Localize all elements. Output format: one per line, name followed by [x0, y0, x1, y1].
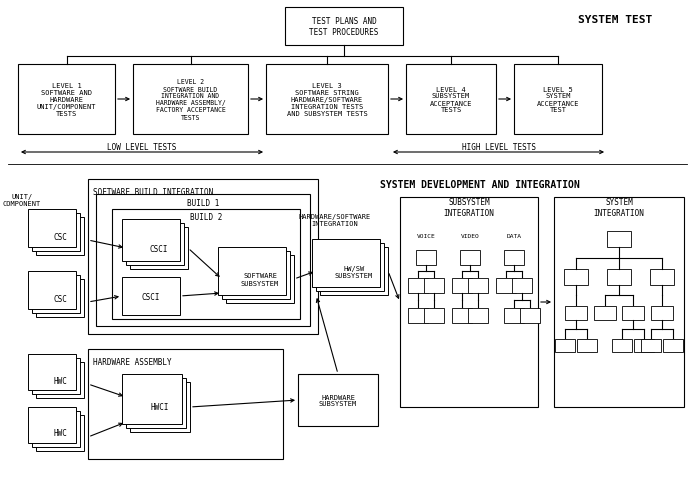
Bar	[18, 65, 115, 135]
Bar	[496, 278, 516, 293]
Bar	[564, 269, 588, 285]
Text: VIDEO: VIDEO	[461, 233, 480, 238]
Bar	[512, 278, 532, 293]
Text: HIGH LEVEL TESTS: HIGH LEVEL TESTS	[462, 142, 536, 151]
Bar	[504, 250, 524, 265]
Text: HWCI: HWCI	[151, 403, 170, 412]
Bar	[514, 65, 602, 135]
Bar	[32, 411, 80, 447]
Bar	[312, 240, 380, 287]
Bar	[222, 251, 290, 299]
Text: HWC: HWC	[53, 376, 67, 385]
Text: CSC: CSC	[53, 232, 67, 241]
Text: HARDWARE ASSEMBLY: HARDWARE ASSEMBLY	[93, 357, 172, 366]
Bar	[28, 407, 76, 443]
Text: HARDWARE
SUBSYSTEM: HARDWARE SUBSYSTEM	[319, 394, 357, 407]
Bar	[122, 278, 180, 315]
Bar	[622, 306, 644, 320]
Bar	[298, 374, 378, 426]
Bar	[520, 308, 540, 323]
Bar	[634, 339, 654, 352]
Text: LEVEL 3
SOFTWARE STRING
HARDWARE/SOFTWARE
INTEGRATION TESTS
AND SUBSYSTEM TESTS: LEVEL 3 SOFTWARE STRING HARDWARE/SOFTWAR…	[286, 83, 368, 117]
Bar	[36, 415, 84, 451]
Text: SYSTEM TEST: SYSTEM TEST	[578, 15, 652, 25]
Bar	[320, 247, 388, 295]
Bar	[650, 269, 674, 285]
Text: UNIT/
COMPONENT: UNIT/ COMPONENT	[3, 193, 41, 206]
Bar	[607, 269, 631, 285]
Bar	[424, 308, 444, 323]
Bar	[130, 227, 188, 269]
Text: BUILD 1: BUILD 1	[187, 198, 219, 207]
Text: SUBSYSTEM
INTEGRATION: SUBSYSTEM INTEGRATION	[443, 198, 494, 217]
Bar	[122, 220, 180, 262]
Bar	[663, 339, 683, 352]
Bar	[416, 250, 436, 265]
Bar	[28, 209, 76, 247]
Bar	[400, 198, 538, 407]
Text: HARDWARE/SOFTWARE
INTEGRATION: HARDWARE/SOFTWARE INTEGRATION	[299, 213, 371, 226]
Bar	[555, 339, 575, 352]
Bar	[36, 218, 84, 256]
Bar	[218, 247, 286, 295]
Text: VOICE: VOICE	[416, 233, 435, 238]
Bar	[112, 209, 300, 319]
Bar	[460, 250, 480, 265]
Bar	[651, 306, 673, 320]
Bar	[88, 180, 318, 334]
Bar	[316, 244, 384, 291]
Bar	[28, 354, 76, 390]
Bar	[452, 308, 472, 323]
Bar	[126, 224, 184, 265]
Text: CSCI: CSCI	[142, 292, 161, 301]
Bar	[130, 382, 190, 432]
Bar	[612, 339, 632, 352]
Text: LOW LEVEL TESTS: LOW LEVEL TESTS	[107, 142, 177, 151]
Text: TEST PLANS AND
TEST PROCEDURES: TEST PLANS AND TEST PROCEDURES	[309, 17, 379, 37]
Bar	[133, 65, 248, 135]
Text: BUILD 2: BUILD 2	[190, 213, 222, 222]
Bar	[594, 306, 616, 320]
Bar	[266, 65, 388, 135]
Bar	[607, 231, 631, 247]
Bar	[285, 8, 403, 46]
Bar	[226, 256, 294, 304]
Text: LEVEL 4
SUBSYSTEM
ACCEPTANCE
TESTS: LEVEL 4 SUBSYSTEM ACCEPTANCE TESTS	[430, 86, 472, 113]
Bar	[32, 275, 80, 313]
Bar	[28, 271, 76, 309]
Text: LEVEL 2
SOFTWARE BUILD
INTEGRATION AND
HARDWARE ASSEMBLY/
FACTORY ACCEPTANCE
TES: LEVEL 2 SOFTWARE BUILD INTEGRATION AND H…	[156, 80, 225, 120]
Bar	[468, 278, 488, 293]
Text: SYSTEM DEVELOPMENT AND INTEGRATION: SYSTEM DEVELOPMENT AND INTEGRATION	[380, 180, 580, 190]
Bar	[554, 198, 684, 407]
Bar	[126, 378, 186, 428]
Text: HW/SW
SUBSYSTEM: HW/SW SUBSYSTEM	[335, 265, 373, 278]
Bar	[406, 65, 496, 135]
Text: LEVEL 5
SYSTEM
ACCEPTANCE
TEST: LEVEL 5 SYSTEM ACCEPTANCE TEST	[537, 86, 579, 113]
Bar	[504, 308, 524, 323]
Text: HWC: HWC	[53, 428, 67, 438]
Text: LEVEL 1
SOFTWARE AND
HARDWARE
UNIT/COMPONENT
TESTS: LEVEL 1 SOFTWARE AND HARDWARE UNIT/COMPO…	[37, 83, 96, 117]
Bar	[408, 278, 428, 293]
Bar	[96, 195, 310, 326]
Bar	[32, 214, 80, 251]
Text: CSC: CSC	[53, 294, 67, 303]
Text: SOFTWARE
SUBSYSTEM: SOFTWARE SUBSYSTEM	[241, 273, 279, 286]
Bar	[452, 278, 472, 293]
Bar	[88, 349, 283, 459]
Text: SOFTWARE BUILD INTEGRATION: SOFTWARE BUILD INTEGRATION	[93, 187, 213, 197]
Bar	[32, 358, 80, 394]
Bar	[577, 339, 597, 352]
Bar	[468, 308, 488, 323]
Bar	[36, 362, 84, 398]
Text: CSCI: CSCI	[149, 244, 168, 253]
Bar	[122, 374, 182, 424]
Bar	[641, 339, 661, 352]
Text: DATA: DATA	[507, 233, 521, 238]
Bar	[408, 308, 428, 323]
Bar	[424, 278, 444, 293]
Bar	[36, 280, 84, 317]
Text: SYSTEM
INTEGRATION: SYSTEM INTEGRATION	[594, 198, 644, 217]
Bar	[565, 306, 587, 320]
